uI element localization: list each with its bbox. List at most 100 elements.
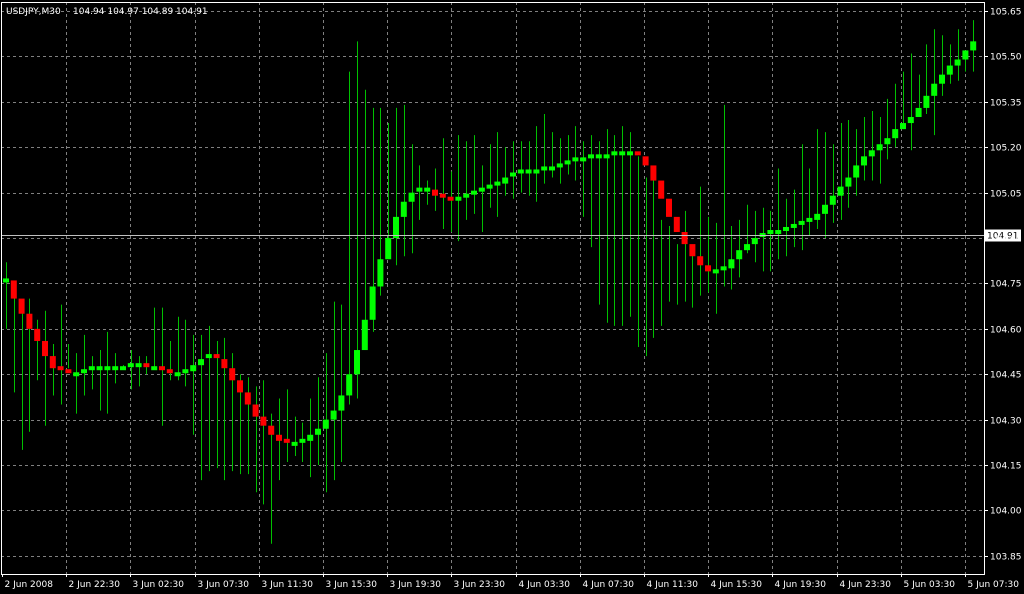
time-tick-label: 4 Jun 03:30	[519, 580, 571, 590]
bull-body	[104, 366, 111, 371]
bull-body	[81, 369, 87, 374]
price-tick-label: 105.20	[990, 144, 1022, 154]
bull-body	[837, 186, 844, 196]
body-series	[3, 41, 977, 446]
bear-body	[673, 216, 680, 233]
bear-body	[221, 359, 228, 369]
bull-body	[315, 428, 321, 435]
bear-body	[252, 404, 259, 417]
bull-body	[907, 117, 914, 124]
bear-body	[26, 313, 33, 329]
bull-body	[73, 372, 80, 377]
bear-body	[658, 180, 665, 199]
price-tick-label: 103.85	[990, 553, 1022, 563]
bull-body	[510, 172, 516, 177]
bull-body	[627, 151, 633, 156]
bull-body	[744, 244, 750, 251]
bull-body	[455, 196, 462, 201]
time-tick-label: 5 Jun 07:30	[968, 580, 1020, 590]
time-tick-label: 3 Jun 19:30	[390, 580, 442, 590]
bull-body	[541, 166, 548, 171]
price-tick-label: 105.05	[990, 190, 1022, 200]
bull-body	[408, 192, 415, 202]
price-tick-label: 105.50	[990, 53, 1022, 63]
bear-body	[642, 156, 649, 166]
price-tick-label: 104.90	[990, 235, 1022, 245]
bear-body	[681, 232, 688, 245]
bear-body	[697, 256, 704, 266]
bull-body	[127, 363, 134, 368]
bear-body	[65, 369, 72, 374]
bear-body	[447, 196, 454, 201]
chart-ohlc-readout: 104.94 104.97 104.89 104.91	[73, 7, 208, 17]
bear-body	[244, 392, 251, 405]
time-tick-label: 3 Jun 07:30	[198, 580, 250, 590]
time-tick-label: 4 Jun 07:30	[583, 580, 635, 590]
bull-body	[892, 129, 899, 139]
price-tick-label: 104.15	[990, 462, 1022, 472]
bull-body	[595, 154, 602, 159]
bull-body	[385, 238, 392, 260]
bear-body	[42, 340, 48, 357]
chart-symbol-timeframe: USDJPY,M30	[6, 7, 61, 17]
bull-body	[564, 160, 571, 165]
bear-body	[18, 298, 25, 314]
bear-body	[276, 434, 282, 441]
time-tick-label: 4 Jun 11:30	[647, 580, 699, 590]
price-axis: 105.65105.50105.35105.20105.05104.90104.…	[984, 8, 1022, 563]
bull-body	[736, 250, 743, 260]
bear-body	[634, 151, 641, 156]
bull-body	[112, 366, 119, 371]
bear-body	[166, 369, 173, 374]
time-tick-label: 3 Jun 11:30	[262, 580, 314, 590]
bear-body	[229, 368, 236, 381]
bull-body	[798, 220, 805, 225]
bull-body	[354, 350, 360, 375]
bull-body	[190, 365, 197, 372]
bear-body	[705, 265, 711, 272]
bull-body	[151, 366, 158, 371]
time-axis: 2 Jun 2008 2 Jun 22:30 3 Jun 02:30 3 Jun 07…	[2, 574, 1020, 590]
bear-body	[213, 354, 220, 359]
bull-body	[970, 41, 977, 51]
time-tick-label: 3 Jun 15:30	[326, 580, 378, 590]
bull-body	[525, 169, 532, 174]
bull-body	[330, 410, 337, 420]
bull-body	[478, 187, 485, 192]
bull-body	[790, 223, 797, 228]
bull-body	[549, 166, 555, 171]
time-tick-label: 3 Jun 02:30	[133, 580, 185, 590]
current-price-line: 104.91	[1, 229, 1021, 242]
bear-body	[689, 244, 696, 257]
bear-body	[666, 198, 672, 217]
bull-body	[853, 165, 860, 178]
bull-body	[494, 181, 501, 186]
time-tick-label: 4 Jun 19:30	[775, 580, 827, 590]
bull-body	[299, 438, 306, 443]
time-tick-label: 4 Jun 23:30	[840, 580, 892, 590]
bull-body	[884, 138, 891, 145]
bull-body	[3, 278, 9, 283]
price-tick-label: 104.75	[990, 280, 1022, 290]
bull-body	[767, 230, 774, 235]
bull-body	[775, 230, 782, 235]
bull-body	[814, 213, 821, 220]
bull-body	[424, 187, 431, 192]
bull-body	[400, 201, 407, 217]
bull-body	[486, 184, 493, 189]
bull-body	[291, 441, 298, 446]
bull-body	[307, 434, 314, 441]
bull-body	[900, 123, 906, 130]
price-label-box	[985, 229, 1021, 242]
bull-body	[868, 150, 875, 157]
price-tick-label: 105.65	[990, 8, 1022, 18]
bull-body	[619, 151, 626, 156]
bull-body	[533, 169, 540, 174]
price-tick-label: 104.00	[990, 507, 1022, 517]
bear-body	[439, 193, 446, 198]
bull-body	[588, 154, 594, 159]
bull-body	[88, 366, 95, 371]
time-tick-label: 2 Jun 22:30	[69, 580, 121, 590]
